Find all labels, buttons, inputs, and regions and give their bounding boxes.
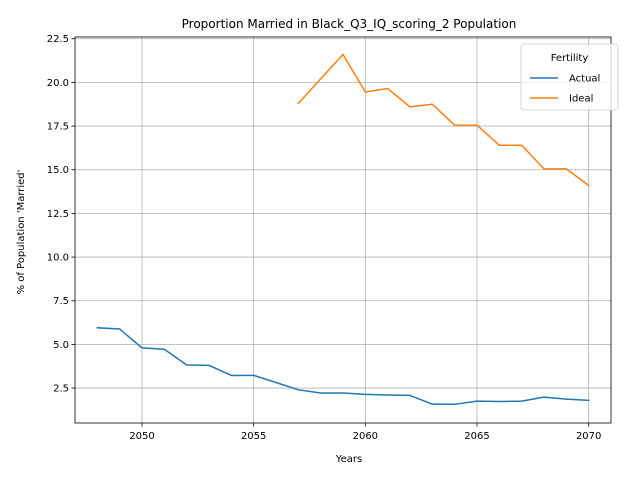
x-tick-label: 2070	[576, 431, 601, 442]
chart-title: Proportion Married in Black_Q3_IQ_scorin…	[182, 17, 517, 31]
y-tick-label: 17.5	[47, 122, 69, 133]
x-tick-label: 2065	[464, 431, 489, 442]
plot-frame	[74, 36, 612, 424]
legend-label-actual: Actual	[569, 74, 600, 85]
y-tick-label: 5.0	[53, 340, 69, 351]
legend-box	[520, 43, 619, 111]
x-tick-label: 2055	[241, 431, 266, 442]
legend-items: Actual Ideal	[530, 74, 600, 105]
y-tick-label: 10.0	[47, 253, 69, 264]
y-tick-label: 2.5	[53, 384, 69, 395]
legend-title: Fertility	[551, 53, 589, 64]
series-line-ideal	[297, 53, 590, 187]
y-tick-label: 15.0	[47, 165, 69, 176]
y-tick-label: 22.5	[47, 34, 69, 45]
x-axis-label: Years	[335, 454, 362, 465]
y-axis-label: % of Population 'Married'	[16, 170, 27, 295]
y-tick-label: 7.5	[53, 296, 69, 307]
x-tick-label: 2060	[353, 431, 378, 442]
series-line-actual	[96, 327, 590, 406]
x-tick-label: 2050	[129, 431, 154, 442]
y-tick-label: 12.5	[47, 209, 69, 220]
axis-ticks: 2050 2055 2060 2065 2070 2.5 5.0 7.5 10.0 12.5 15.…	[47, 34, 602, 442]
legend: Fertility Actual Ideal	[520, 43, 619, 111]
legend-label-ideal: Ideal	[569, 94, 593, 105]
series-lines	[96, 53, 590, 406]
y-tick-label: 20.0	[47, 78, 69, 89]
